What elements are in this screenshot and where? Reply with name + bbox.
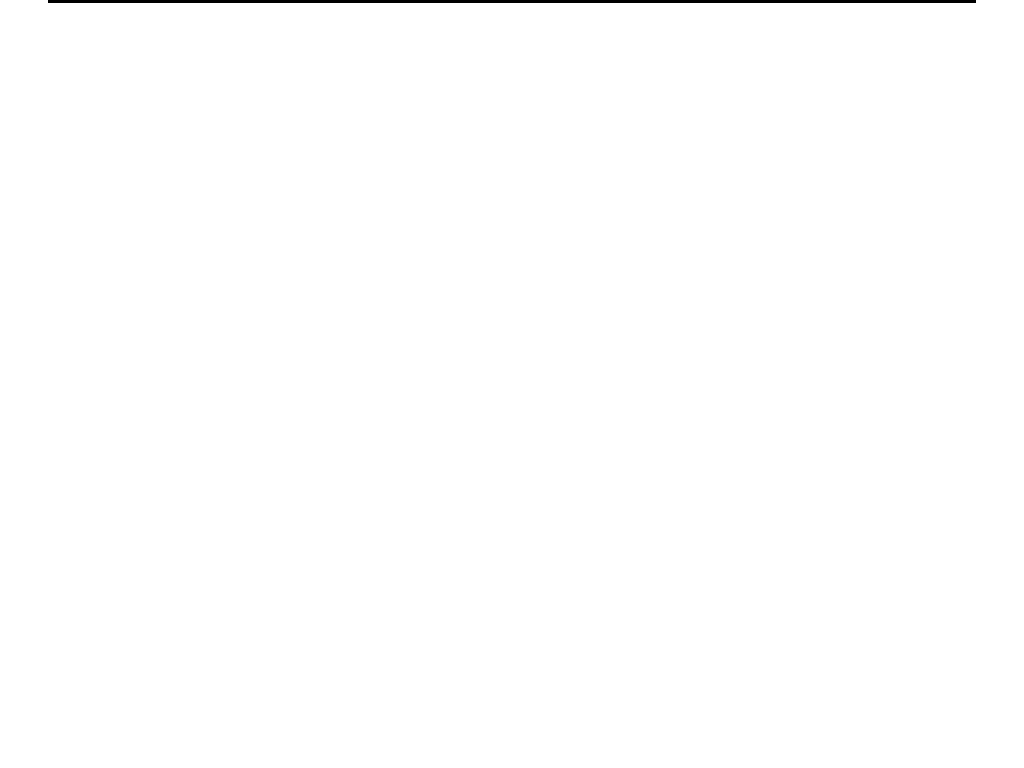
site-plan-svg [0, 0, 300, 150]
